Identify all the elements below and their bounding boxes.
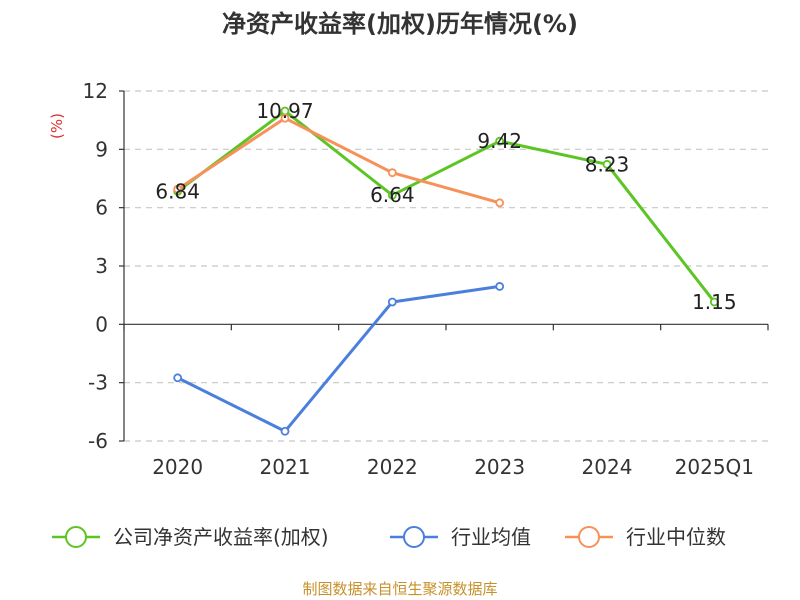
data-label: 6.64 bbox=[370, 183, 415, 207]
data-label: 9.42 bbox=[477, 129, 522, 153]
data-point-marker bbox=[495, 136, 505, 146]
data-label: 1.15 bbox=[692, 290, 737, 314]
series-line-3 bbox=[176, 116, 501, 205]
data-label: 6.84 bbox=[155, 179, 200, 203]
legend-label: 行业均值 bbox=[451, 525, 531, 549]
x-tick-label: 2021 bbox=[260, 455, 311, 479]
data-point-marker bbox=[387, 168, 397, 178]
x-tick-label: 2022 bbox=[367, 455, 418, 479]
data-label: 8.23 bbox=[585, 152, 630, 176]
y-tick-label: 0 bbox=[95, 312, 108, 336]
data-point-marker bbox=[602, 159, 612, 169]
series-line-1 bbox=[176, 109, 716, 303]
data-point-marker bbox=[387, 190, 397, 200]
y-axis-unit-label: (%) bbox=[48, 113, 66, 139]
y-tick-label: -6 bbox=[88, 429, 108, 453]
data-point-marker bbox=[495, 198, 505, 208]
data-point-marker bbox=[280, 113, 290, 123]
legend-item-2[interactable]: 行业均值 bbox=[390, 525, 531, 549]
y-tick-label: 6 bbox=[95, 196, 108, 220]
series-line-2 bbox=[176, 284, 500, 433]
y-tick-label: 3 bbox=[95, 254, 108, 278]
legend-marker-swatch bbox=[403, 526, 425, 548]
axes: 12 9 6 3 0 -3 -6 2020 2021 2022 2023 2024 2025Q1 bbox=[83, 79, 769, 479]
data-source-note: 制图数据来自恒生聚源数据库 bbox=[302, 580, 497, 598]
y-tick-label: 9 bbox=[95, 137, 108, 161]
legend-label: 公司净资产收益率(加权) bbox=[113, 525, 329, 549]
legend-label: 行业中位数 bbox=[626, 525, 726, 549]
grid-lines bbox=[124, 90, 768, 442]
data-point-marker bbox=[173, 184, 183, 194]
data-point-marker bbox=[280, 426, 290, 436]
data-point-marker bbox=[387, 297, 397, 307]
series-lines bbox=[173, 106, 719, 436]
data-labels: 6.84 10.97 6.64 9.42 8.23 1.15 bbox=[155, 99, 736, 314]
chart-title: 净资产收益率(加权)历年情况(%) bbox=[222, 10, 578, 38]
y-tick-label: 12 bbox=[83, 79, 108, 103]
legend-item-1[interactable]: 公司净资产收益率(加权) bbox=[52, 525, 329, 549]
legend-marker-swatch bbox=[65, 526, 87, 548]
x-tick-label: 2023 bbox=[474, 455, 525, 479]
y-tick-label: -3 bbox=[88, 371, 108, 395]
x-tick-label: 2020 bbox=[152, 455, 203, 479]
x-tick-label: 2025Q1 bbox=[675, 455, 754, 479]
data-point-marker bbox=[709, 297, 719, 307]
x-tick-label: 2024 bbox=[582, 455, 633, 479]
legend-item-3[interactable]: 行业中位数 bbox=[565, 525, 726, 549]
data-point-marker bbox=[173, 373, 183, 383]
legend[interactable]: 公司净资产收益率(加权) 行业均值 行业中位数 bbox=[52, 525, 726, 549]
data-label: 10.97 bbox=[256, 99, 313, 123]
legend-marker-swatch bbox=[578, 526, 600, 548]
data-point-marker bbox=[495, 282, 505, 291]
